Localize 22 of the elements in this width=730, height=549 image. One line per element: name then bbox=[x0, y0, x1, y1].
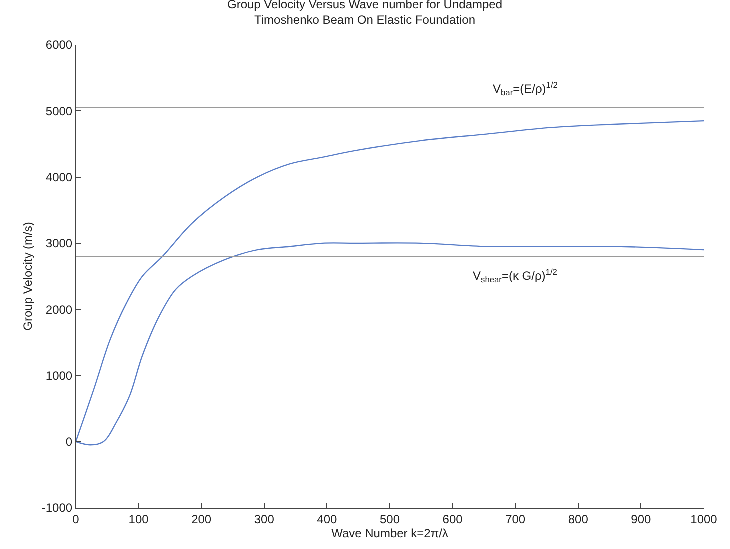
x-tick-label: 700 bbox=[506, 512, 526, 526]
ref-line-label: V$_{bar}$=(E/ρ)$^{1/2}$ bbox=[493, 80, 558, 98]
y-tick-label: 0 bbox=[66, 435, 73, 450]
y-tick-label: 1000 bbox=[46, 368, 73, 383]
y-tick-label: 4000 bbox=[46, 170, 73, 184]
x-tick-label: 600 bbox=[442, 512, 464, 526]
x-axis-title: Wave Number k=2π/λ bbox=[332, 526, 448, 540]
ref-line-label: V$_{shear}$=(κ G/ρ)$^{1/2}$ bbox=[473, 267, 558, 285]
x-tick-label: 300 bbox=[254, 512, 275, 526]
x-tick-label: 400 bbox=[317, 512, 338, 526]
y-tick-label: 3000 bbox=[46, 236, 73, 251]
y-tick-label: 5000 bbox=[46, 104, 73, 118]
y-tick-label: -1000 bbox=[42, 501, 73, 516]
x-tick-label: 500 bbox=[380, 512, 400, 526]
x-tick-label: 800 bbox=[568, 512, 589, 526]
x-tick-label: 200 bbox=[192, 512, 212, 526]
y-axis-title: Group Velocity (m/s) bbox=[21, 222, 36, 331]
y-tick-label: 6000 bbox=[46, 38, 73, 52]
x-tick-label: 100 bbox=[128, 512, 150, 526]
x-tick-label: 900 bbox=[631, 512, 652, 526]
x-tick-label: 1000 bbox=[690, 512, 718, 526]
y-tick-label: 2000 bbox=[46, 302, 73, 317]
